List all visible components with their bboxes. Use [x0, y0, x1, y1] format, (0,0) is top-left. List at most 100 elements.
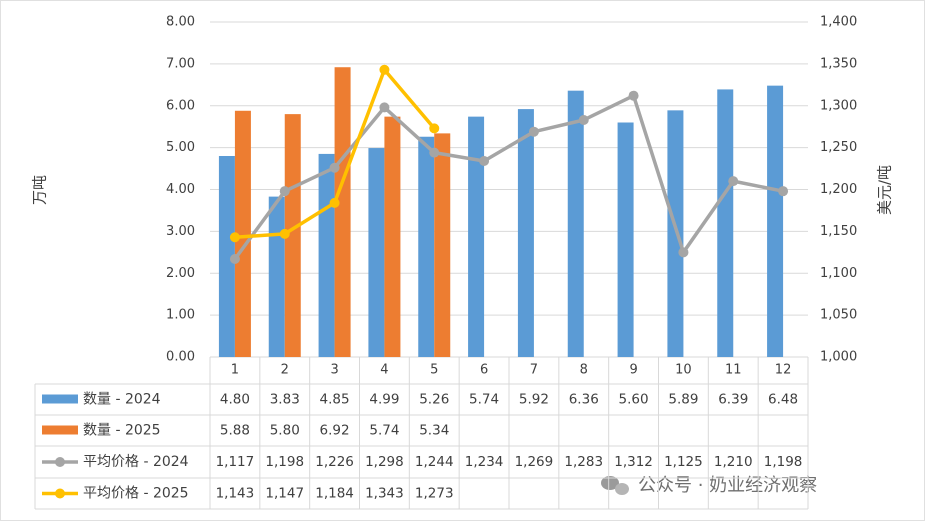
y-tick-label: 7.00 — [166, 56, 195, 71]
line-marker — [379, 102, 390, 113]
line-marker — [578, 114, 589, 125]
table-cell: 1,343 — [365, 486, 404, 502]
table-cell: 5.60 — [619, 392, 649, 408]
line-marker — [329, 162, 340, 173]
table-cell: 5.74 — [369, 423, 399, 439]
table-cell: 3.83 — [270, 392, 300, 408]
y-tick-label: 8.00 — [166, 15, 195, 30]
bar — [468, 116, 485, 357]
x-tick-label: 5 — [430, 363, 438, 378]
x-tick-label: 12 — [775, 363, 792, 378]
x-tick-label: 1 — [231, 363, 239, 378]
bar — [667, 110, 684, 357]
table-cell: 1,283 — [564, 454, 603, 470]
table-cell: 1,198 — [764, 454, 803, 470]
line-marker — [279, 228, 290, 239]
table-cell: 1,125 — [664, 454, 703, 470]
y-tick-label: 3.00 — [166, 224, 195, 239]
bar — [434, 133, 451, 357]
bar — [234, 110, 251, 358]
legend-key — [55, 488, 65, 499]
table-cell: 1,298 — [365, 454, 404, 470]
y-tick-label: 2.00 — [166, 266, 195, 281]
table-cell: 5.34 — [419, 423, 449, 439]
table-cell: 5.92 — [519, 392, 549, 408]
table-cell: 1,234 — [465, 454, 504, 470]
table-cell: 5.88 — [220, 423, 250, 439]
bar — [767, 85, 784, 358]
y2-tick-label: 1,300 — [820, 98, 857, 113]
x-tick-label: 9 — [629, 363, 637, 378]
line — [233, 93, 784, 261]
y-tick-label: 6.00 — [166, 98, 195, 113]
table-cell: 1,198 — [265, 454, 304, 470]
bar — [717, 89, 734, 357]
x-tick-label: 10 — [675, 363, 692, 378]
table-cell: 1,273 — [415, 486, 454, 502]
line-marker — [678, 247, 689, 258]
table-cell: 5.26 — [419, 392, 449, 408]
watermark: 公众号 · 奶业经济观察 — [638, 475, 817, 496]
y2-tick-label: 1,050 — [820, 308, 857, 323]
table-cell: 1,226 — [315, 454, 354, 470]
x-tick-label: 4 — [380, 363, 388, 378]
y-tick-label: 1.00 — [166, 308, 195, 323]
line-marker — [229, 232, 240, 243]
line-marker — [778, 186, 789, 197]
x-tick-label: 6 — [480, 363, 488, 378]
table-cell: 1,143 — [216, 486, 255, 502]
table-cell: 5.89 — [668, 392, 698, 408]
table-cell: 6.48 — [768, 392, 798, 408]
table-cell: 5.74 — [469, 392, 499, 408]
bar — [218, 156, 235, 357]
table-cell: 1,210 — [714, 454, 753, 470]
legend-label: 平均价格 - 2025 — [83, 486, 189, 502]
legend-key — [42, 425, 78, 435]
y2-tick-label: 1,200 — [820, 182, 857, 197]
x-tick-label: 7 — [530, 363, 538, 378]
y2-tick-label: 1,350 — [820, 56, 857, 71]
bar — [418, 136, 435, 357]
y-tick-label: 0.00 — [166, 350, 195, 365]
table-cell: 6.36 — [569, 392, 599, 408]
line-marker — [479, 156, 490, 167]
table-cell: 6.92 — [320, 423, 350, 439]
table-cell: 1,244 — [415, 454, 454, 470]
table-cell: 4.99 — [369, 392, 399, 408]
line-marker — [628, 90, 639, 101]
line-marker — [329, 197, 340, 208]
line-marker — [429, 123, 440, 134]
y2-tick-label: 1,250 — [820, 140, 857, 155]
y2-tick-label: 1,000 — [820, 350, 857, 365]
table-cell: 4.80 — [220, 392, 250, 408]
bar — [617, 122, 634, 357]
table-cell: 1,312 — [614, 454, 653, 470]
y-tick-label: 4.00 — [166, 182, 195, 197]
table-cell: 1,184 — [315, 486, 354, 502]
line-marker — [279, 186, 290, 197]
legend-key — [55, 457, 65, 467]
line-marker — [528, 126, 539, 137]
watermark-group: 公众号 · 奶业经济观察 — [601, 475, 817, 496]
bar — [268, 196, 285, 357]
y-axis-title: 万吨 — [31, 175, 49, 205]
legend-label: 平均价格 - 2024 — [83, 454, 189, 470]
bar — [284, 114, 301, 357]
table-cell: 1,117 — [216, 454, 255, 470]
line-marker — [429, 147, 440, 158]
y2-axis-title: 美元/吨 — [876, 165, 894, 215]
x-tick-label: 3 — [330, 363, 338, 378]
bar — [318, 153, 335, 357]
x-tick-label: 11 — [725, 363, 742, 378]
watermark-icon — [615, 483, 629, 495]
table-cell: 6.39 — [718, 392, 748, 408]
legend-label: 数量 - 2024 — [83, 392, 161, 408]
legend-label: 数量 - 2025 — [83, 423, 161, 439]
y2-tick-label: 1,150 — [820, 224, 857, 239]
table-cell: 4.85 — [320, 392, 350, 408]
x-tick-label: 2 — [281, 363, 289, 378]
line-marker — [229, 254, 240, 265]
bar — [384, 116, 401, 357]
